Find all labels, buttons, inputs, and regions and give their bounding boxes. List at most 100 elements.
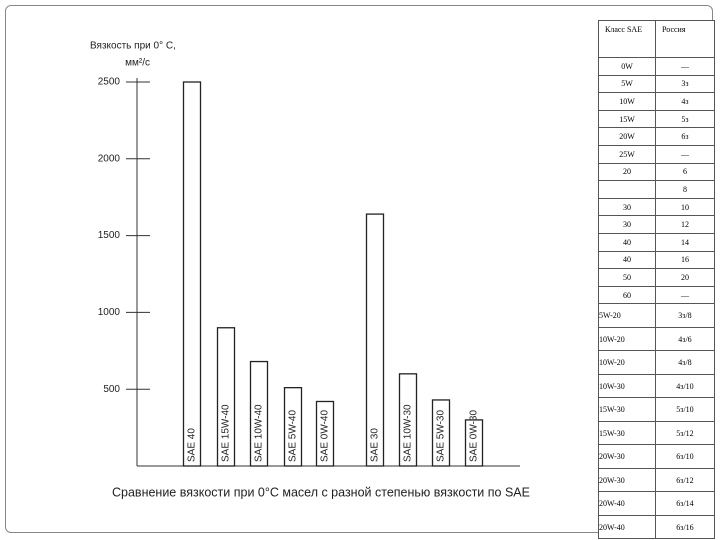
table-cell: 4з/10 xyxy=(655,373,715,399)
table-cell: 25W xyxy=(598,144,656,164)
table-cell: 6з xyxy=(655,127,715,146)
table-cell: 6 xyxy=(655,162,715,182)
bar xyxy=(365,213,385,467)
table-row: 10W 4з xyxy=(598,92,715,111)
table-cell: 10W-30 xyxy=(598,373,656,399)
table-row: 25W — xyxy=(598,144,715,164)
table-cell: 15W-30 xyxy=(598,420,656,446)
table-cell: — xyxy=(655,57,715,76)
table-cell: 6з/10 xyxy=(655,444,715,469)
table-cell: 20 xyxy=(598,162,656,182)
table-cell: 10 xyxy=(655,197,715,217)
table-cell: 20W-30 xyxy=(598,444,656,469)
table-cell: 20 xyxy=(655,268,715,287)
bar xyxy=(216,327,236,467)
table-cell: 40 xyxy=(598,232,656,252)
bar xyxy=(249,360,269,467)
table-row: 20W-40 6з/14 xyxy=(598,491,715,516)
table-cell: 20W-30 xyxy=(598,467,656,493)
y-tick-label: 2000 xyxy=(98,153,121,164)
bar xyxy=(315,400,335,467)
table-row: 5W-20 3з/8 xyxy=(598,303,715,328)
table-row: 8 xyxy=(598,180,715,199)
table-row: 5W 3з xyxy=(598,74,715,94)
table-row: 40 14 xyxy=(598,232,715,252)
table: Класс SAE Россия 0W —5W 3з 10W 4з 15W 5з 20W 6з 2… xyxy=(598,20,715,540)
x-tick-label: SAE 0W-30 xyxy=(469,410,480,462)
table-cell: 6з/16 xyxy=(655,514,715,540)
table-cell: 5з/12 xyxy=(655,420,715,446)
table-cell: 20W xyxy=(598,127,656,146)
table-row: 15W-30 5з/10 xyxy=(598,397,715,422)
table-cell: 3з/8 xyxy=(655,303,715,328)
header-cell: Класс SAE xyxy=(598,20,656,58)
y-axis-unit: мм²/с xyxy=(125,58,150,69)
table-cell: 10W-20 xyxy=(598,326,656,352)
table-cell: 3з xyxy=(655,74,715,94)
x-tick-label: SAE 5W-30 xyxy=(436,410,447,462)
table-cell: 10W xyxy=(598,92,656,111)
table-row: 20 6 xyxy=(598,162,715,182)
table-row: 30 12 xyxy=(598,215,715,234)
table-cell: 5з/10 xyxy=(655,397,715,422)
table-row: 15W-30 5з/12 xyxy=(598,420,715,446)
table-header: Класс SAE Россия xyxy=(598,20,715,58)
table-cell: 5з xyxy=(655,109,715,129)
x-tick-label: SAE 15W-40 xyxy=(221,404,232,462)
table-cell: 20W-40 xyxy=(598,514,656,540)
bar xyxy=(464,419,484,467)
table-cell: 8 xyxy=(655,180,715,199)
table-cell: 5W-20 xyxy=(598,303,656,328)
table-row: 15W 5з xyxy=(598,109,715,129)
bar xyxy=(182,81,202,467)
x-tick-label: SAE 40 xyxy=(187,428,198,462)
table-cell: — xyxy=(655,144,715,164)
y-tick-label: 1000 xyxy=(98,307,121,318)
table-cell: 4з/6 xyxy=(655,326,715,352)
x-tick-label: SAE 0W-40 xyxy=(320,410,331,462)
table-cell: 40 xyxy=(598,250,656,270)
table-cell xyxy=(598,180,656,199)
y-tick-label: 500 xyxy=(103,384,120,395)
x-tick-label: SAE 10W-30 xyxy=(403,404,414,462)
table-row: 60— xyxy=(598,285,715,305)
table-cell: 16 xyxy=(655,250,715,270)
table-cell: 12 xyxy=(655,215,715,234)
table-row: 20W-40 6з/16 xyxy=(598,514,715,540)
table-row: 40 16 xyxy=(598,250,715,270)
table-row: 0W — xyxy=(598,57,715,76)
table-cell: 30 xyxy=(598,215,656,234)
table-row: 30 10 xyxy=(598,197,715,217)
table-cell: 30 xyxy=(598,197,656,217)
y-tick-label: 1500 xyxy=(98,230,121,241)
table-cell: 14 xyxy=(655,232,715,252)
table-cell: 6з/12 xyxy=(655,467,715,493)
y-tick-label: 2500 xyxy=(98,77,121,88)
table-row: 20W 6з xyxy=(598,127,715,146)
table-cell: 60 xyxy=(598,285,656,305)
header-cell: Россия xyxy=(655,20,715,58)
table-row: 50 20 xyxy=(598,268,715,287)
table-row: 10W-30 4з/10 xyxy=(598,373,715,399)
table-cell: 10W-20 xyxy=(598,350,656,375)
table-cell: 0W xyxy=(598,57,656,76)
table-cell: 6з/14 xyxy=(655,491,715,516)
table-row: 10W-20 4з/6 xyxy=(598,326,715,352)
table-cell: 50 xyxy=(598,268,656,287)
table-row: 20W-30 6з/12 xyxy=(598,467,715,493)
x-tick-label: SAE 10W-40 xyxy=(254,404,265,462)
table-cell: 15W-30 xyxy=(598,397,656,422)
table-cell: — xyxy=(655,285,715,305)
table-cell: 4з/8 xyxy=(655,350,715,375)
y-axis-title: Вязкость при 0° C, xyxy=(90,41,176,52)
bar xyxy=(283,387,303,467)
x-tick-label: SAE 30 xyxy=(370,428,381,462)
table-row: 10W-20 4з/8 xyxy=(598,350,715,375)
table-cell: 20W-40 xyxy=(598,491,656,516)
bar xyxy=(431,399,451,467)
x-tick-label: SAE 5W-40 xyxy=(288,410,299,462)
table-row: 20W-30 6з/10 xyxy=(598,444,715,469)
bar xyxy=(398,373,418,467)
